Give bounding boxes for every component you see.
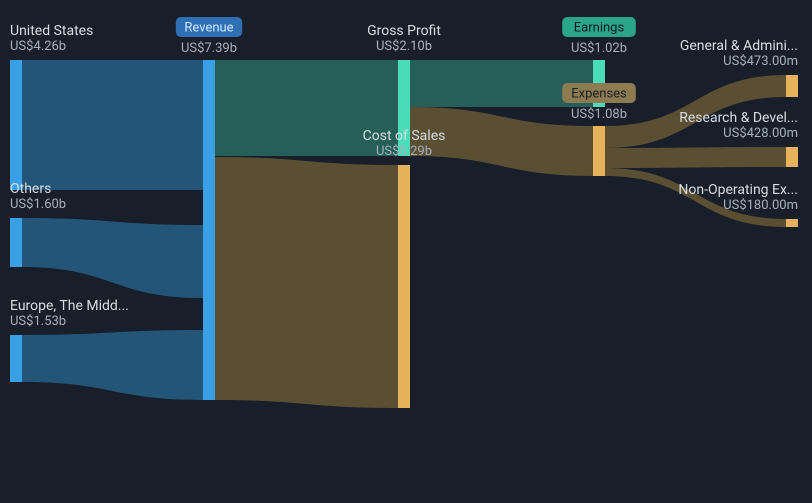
node-title-us: United States — [10, 23, 93, 39]
node-value-europe: US$1.53b — [10, 314, 66, 329]
node-title-rd: Research & Devel... — [679, 110, 798, 126]
node-title-earnings: Earnings — [574, 21, 625, 36]
node-others[interactable] — [10, 218, 22, 267]
flow-europe-to-revenue — [22, 330, 203, 400]
node-title-revenue: Revenue — [184, 21, 233, 36]
flow-revenue-to-cost — [215, 157, 398, 408]
label-europe: Europe, The Midd...US$1.53b — [10, 298, 129, 329]
node-value-gross: US$2.10b — [376, 39, 432, 54]
node-title-nonop: Non-Operating Ex... — [678, 182, 798, 198]
node-value-us: US$4.26b — [10, 39, 66, 54]
flow-us-to-revenue — [22, 60, 203, 190]
node-value-cost: US$5.29b — [376, 144, 432, 159]
label-us: United StatesUS$4.26b — [10, 23, 93, 54]
label-expenses: Expenses US$1.08b — [562, 83, 636, 122]
label-gross: Gross ProfitUS$2.10b — [367, 23, 441, 54]
label-revenue: Revenue US$7.39b — [176, 17, 242, 56]
label-earnings: Earnings US$1.02b — [562, 17, 636, 56]
label-rd: Research & Devel...US$428.00m — [679, 110, 798, 141]
node-ga[interactable] — [786, 75, 798, 97]
node-revenue[interactable] — [203, 60, 215, 400]
node-value-rd: US$428.00m — [723, 126, 798, 141]
flow-others-to-revenue — [22, 218, 203, 298]
node-value-ga: US$473.00m — [723, 54, 798, 69]
flow-expenses-to-rd — [605, 147, 786, 168]
sankey-chart: United StatesUS$4.26b OthersUS$1.60b Europ… — [0, 0, 812, 503]
node-rd[interactable] — [786, 147, 798, 167]
node-title-gross: Gross Profit — [367, 23, 441, 39]
node-us[interactable] — [10, 60, 22, 190]
node-title-europe: Europe, The Midd... — [10, 298, 129, 314]
node-value-others: US$1.60b — [10, 197, 66, 212]
label-nonop: Non-Operating Ex...US$180.00m — [678, 182, 798, 213]
node-europe[interactable] — [10, 335, 22, 382]
node-value-revenue: US$7.39b — [181, 41, 237, 56]
node-value-nonop: US$180.00m — [723, 198, 798, 213]
node-value-expenses: US$1.08b — [571, 107, 627, 122]
node-cost[interactable] — [398, 165, 410, 408]
node-title-expenses: Expenses — [571, 87, 627, 102]
node-title-others: Others — [10, 181, 51, 197]
node-nonop[interactable] — [786, 219, 798, 227]
node-title-cost: Cost of Sales — [363, 128, 446, 144]
node-title-ga: General & Admini... — [680, 38, 798, 54]
node-value-earnings: US$1.02b — [571, 41, 627, 56]
node-expenses[interactable] — [593, 126, 605, 176]
label-ga: General & Admini...US$473.00m — [680, 38, 798, 69]
